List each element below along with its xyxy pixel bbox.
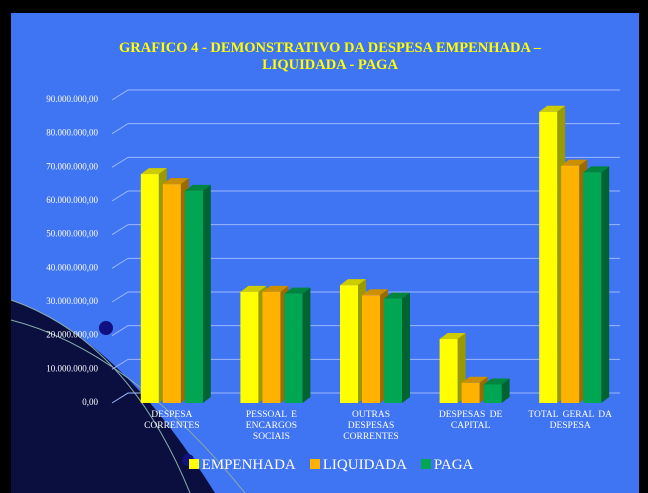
bar-top (284, 287, 311, 294)
x-tick-label: PESSOAL E ENCARGOS SOCIAIS (245, 410, 297, 442)
bar-front (439, 339, 458, 403)
y-tick-label: 40.000.000,00 (46, 262, 98, 272)
legend-swatch (420, 459, 431, 469)
legend-swatch (188, 459, 199, 469)
y-tick-label: 20.000.000,00 (46, 330, 98, 340)
bar-top (561, 159, 588, 166)
bar-front (583, 172, 602, 403)
bar (384, 292, 410, 403)
x-tick-label: DESPESA CORRENTES (144, 410, 200, 431)
bar-top (539, 105, 566, 112)
bar-side (601, 166, 610, 403)
bar-top (262, 285, 289, 292)
corner-line (10, 299, 191, 493)
bar-front (140, 174, 159, 403)
bar-top (240, 285, 267, 292)
grid-line (111, 325, 620, 337)
bar-front (461, 382, 480, 403)
bar (284, 287, 311, 403)
bar (483, 378, 510, 403)
bar-front (483, 384, 502, 403)
bar-front (561, 165, 580, 403)
corner-decoration (11, 300, 215, 493)
bar-top (483, 378, 510, 385)
bar-front (162, 184, 181, 403)
bar-front (184, 190, 203, 403)
y-tick-label: 0,00 (82, 397, 98, 407)
bar (184, 184, 211, 403)
y-tick-label: 80.000.000,00 (46, 128, 98, 138)
bar-top (461, 376, 488, 383)
grid-line (111, 89, 620, 101)
x-tick-label: DESPESAS DE CAPITAL (438, 410, 503, 431)
y-tick-label: 60.000.000,00 (46, 195, 98, 205)
x-tick-label: OUTRAS DESPESAS CORRENTES (343, 410, 399, 442)
bar-top (384, 292, 410, 299)
grid-line (111, 190, 620, 202)
grid-line (111, 156, 620, 168)
legend-swatch (309, 459, 320, 469)
grid-line (111, 123, 620, 135)
bar-front (240, 291, 259, 403)
bar-top (184, 184, 211, 191)
bar-top (439, 333, 466, 340)
bar-front (539, 111, 558, 404)
x-tick-label: TOTAL GERAL DA DESPESA (528, 410, 612, 431)
corner-line (10, 319, 246, 493)
bar-front (384, 298, 402, 403)
bar-top (162, 178, 189, 185)
bar-top (340, 279, 366, 286)
bar-front (362, 295, 380, 403)
bar-side (302, 287, 311, 403)
grid-line (111, 257, 620, 269)
legend-label: LIQUIDADA (322, 457, 407, 473)
bar-front (262, 291, 281, 403)
bar-front (340, 285, 358, 403)
y-tick-label: 50.000.000,00 (46, 229, 98, 239)
y-tick-label: 10.000.000,00 (46, 363, 98, 373)
bar-top (362, 289, 388, 296)
legend-label: PAGA (433, 457, 474, 473)
bar-side (402, 292, 410, 403)
bar-side (202, 184, 211, 403)
bar-side (501, 378, 510, 403)
y-tick-label: 70.000.000,00 (46, 161, 98, 171)
bar-top (140, 168, 167, 175)
legend-label: EMPENHADA (201, 457, 296, 473)
legend: EMPENHADA LIQUIDADA PAGA (0, 457, 648, 474)
y-tick-label: 90.000.000,00 (46, 94, 98, 104)
grid-line (111, 224, 620, 236)
bar (583, 166, 610, 403)
bar-top (583, 166, 610, 173)
grid-line (111, 291, 620, 303)
chart-title: GRAFICO 4 - DEMONSTRATIVO DA DESPESA EMP… (119, 40, 541, 73)
bar-front (284, 293, 303, 403)
y-tick-label: 30.000.000,00 (46, 296, 98, 306)
corner-dot (99, 321, 113, 335)
